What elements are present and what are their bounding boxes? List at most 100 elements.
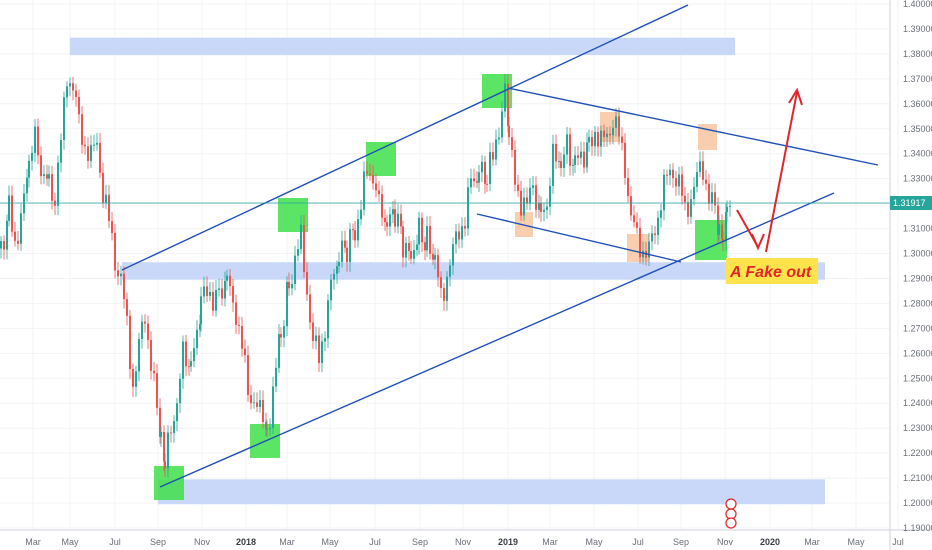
time-tick-label: Jul	[109, 537, 121, 547]
time-tick-label: Jul	[369, 537, 381, 547]
candle-body	[408, 242, 410, 252]
candle-body	[3, 241, 5, 250]
candle-body	[558, 161, 560, 163]
price-tick-label: 1.26000	[903, 348, 932, 358]
price-tick-label: 1.36000	[903, 99, 932, 109]
candle-body	[283, 326, 285, 338]
candle-body	[241, 325, 243, 349]
candle-body	[639, 227, 641, 258]
price-tick-label: 1.29000	[903, 273, 932, 283]
trendline	[121, 4, 689, 271]
candle-body	[678, 174, 680, 187]
time-tick-label: Nov	[455, 537, 472, 547]
candle-body	[135, 371, 137, 387]
candle-body	[40, 155, 42, 177]
candle-body	[669, 169, 671, 176]
candle-body	[446, 276, 448, 301]
candle-body	[523, 197, 525, 216]
candle-body	[470, 178, 472, 188]
candle-body	[269, 427, 271, 430]
candle-body	[702, 161, 704, 180]
candle-body	[429, 226, 431, 254]
candle-body	[627, 177, 629, 197]
candle-body	[81, 114, 83, 145]
price-tick-label: 1.21000	[903, 473, 932, 483]
candle-body	[288, 281, 290, 289]
candle-body	[141, 321, 143, 340]
candle-body	[75, 90, 77, 98]
candle-body	[34, 126, 36, 153]
candle-body	[657, 217, 659, 235]
candle-body	[681, 174, 683, 196]
arrows	[736, 87, 803, 253]
candle-body	[26, 177, 28, 194]
candle-body	[538, 203, 540, 210]
candle-body	[286, 281, 288, 327]
candle-body	[603, 130, 605, 138]
price-tick-label: 1.19000	[903, 523, 932, 533]
candle-body	[315, 335, 317, 342]
candle-body	[229, 275, 231, 287]
candle-body	[722, 238, 724, 242]
candle-body	[660, 210, 662, 218]
candle-body	[413, 250, 415, 259]
candle-body	[336, 266, 338, 274]
candle-body	[221, 288, 223, 299]
candle-body	[37, 126, 39, 156]
candle-body	[461, 226, 463, 240]
candle-body	[369, 173, 371, 176]
time-tick-label: 2018	[236, 537, 256, 547]
event-marker-3	[725, 517, 737, 529]
candle-body	[532, 185, 534, 188]
price-tick-label: 1.20000	[903, 498, 932, 508]
candle-body	[275, 367, 277, 387]
candle-body	[464, 226, 466, 229]
candle-body	[303, 224, 305, 273]
candle-body	[636, 222, 638, 228]
candle-body	[394, 209, 396, 227]
candle-body	[606, 133, 608, 138]
candles	[0, 73, 731, 478]
candle-body	[434, 255, 436, 260]
candle-body	[410, 251, 412, 259]
candle-body	[443, 288, 445, 301]
candle-body	[501, 111, 503, 138]
candle-body	[421, 217, 423, 243]
candle-body	[717, 205, 719, 235]
candle-body	[440, 277, 442, 289]
candle-body	[711, 192, 713, 204]
time-tick-label: May	[61, 537, 79, 547]
candle-body	[400, 213, 402, 227]
candle-body	[648, 241, 650, 258]
candle-body	[687, 202, 689, 217]
candle-body	[99, 142, 101, 173]
candle-body	[546, 206, 548, 210]
candle-body	[253, 402, 255, 404]
candle-body	[199, 324, 201, 330]
candle-body	[160, 431, 162, 438]
candle-body	[721, 224, 723, 239]
price-tick-label: 1.40000	[903, 0, 932, 9]
candle-body	[105, 194, 107, 203]
price-tick-label: 1.38000	[903, 49, 932, 59]
candle-body	[6, 220, 8, 250]
candle-body	[672, 169, 674, 179]
time-tick-label: Mar	[542, 537, 558, 547]
candle-body	[60, 140, 62, 163]
price-tick-label: 1.35000	[903, 124, 932, 134]
candle-body	[535, 185, 537, 210]
candle-body	[498, 137, 500, 140]
time-tick-label: 2020	[760, 537, 780, 547]
candle-body	[256, 402, 258, 407]
current-price-tag-background	[890, 196, 932, 210]
candle-body	[563, 154, 565, 168]
candle-body	[714, 192, 716, 206]
candle-body	[126, 299, 128, 316]
candle-body	[247, 355, 249, 396]
candle-body	[164, 461, 166, 469]
candle-body	[150, 339, 152, 371]
candle-body	[144, 321, 146, 324]
price-tick-label: 1.34000	[903, 149, 932, 159]
candle-body	[280, 334, 282, 338]
